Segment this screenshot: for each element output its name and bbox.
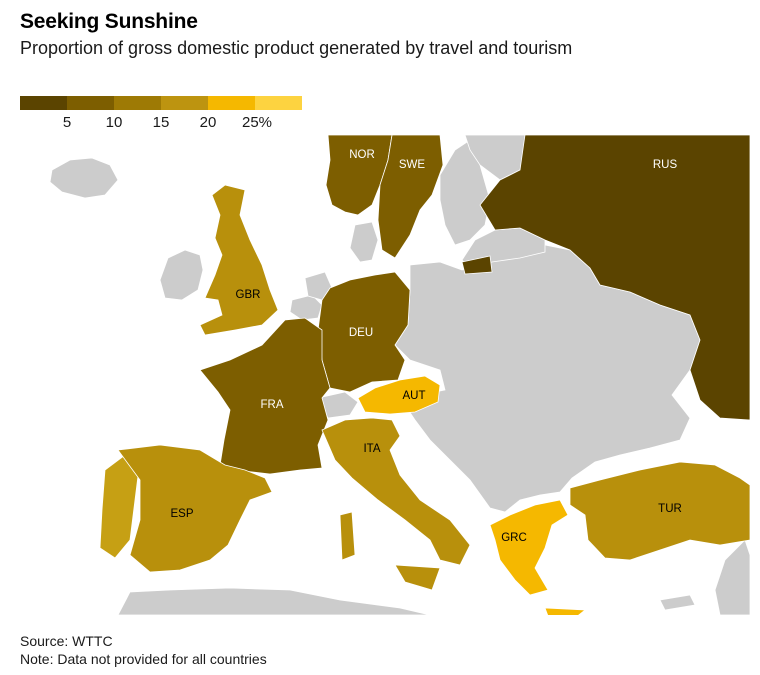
color-legend: 5 10 15 20 25%: [20, 96, 310, 136]
country-label-nor: NOR: [349, 149, 375, 161]
legend-swatch: [161, 96, 208, 110]
country-label-tur: TUR: [658, 503, 682, 515]
legend-label: 5: [62, 114, 72, 131]
country-label-grc: GRC: [501, 532, 527, 544]
chart-subtitle: Proportion of gross domestic product gen…: [20, 38, 573, 58]
country-label-swe: SWE: [399, 159, 426, 171]
country-label-gbr: GBR: [236, 289, 261, 301]
legend-swatch: [20, 96, 67, 110]
legend-swatch: [208, 96, 255, 110]
legend-swatch: [114, 96, 161, 110]
country-label-esp: ESP: [170, 508, 193, 520]
legend-label: 25%: [241, 114, 273, 131]
country-label-fra: FRA: [261, 399, 284, 411]
country-denmark: [349, 221, 379, 263]
country-ita: [321, 417, 471, 591]
country-fra: [199, 317, 331, 475]
country-aut: [357, 375, 441, 415]
source-note: Source: WTTC: [20, 633, 113, 649]
legend-swatch: [67, 96, 114, 110]
country-ireland: [159, 249, 204, 301]
legend-swatch: [255, 96, 302, 110]
country-tur: [569, 461, 751, 561]
no-data-countries: [49, 135, 751, 615]
country-iceland: [49, 157, 119, 199]
country-rus: [461, 135, 751, 421]
legend-label: 15: [152, 114, 170, 131]
country-cyprus: [659, 594, 696, 611]
country-labels: RUS NOR SWE DEU FRA GBR ITA ESP TUR AUT GRC: [170, 149, 681, 544]
legend-bar: [20, 96, 310, 110]
country-esp: [117, 444, 273, 573]
data-countries: [117, 135, 751, 615]
country-north-africa: [117, 587, 431, 615]
data-note: Note: Data not provided for all countrie…: [20, 651, 267, 667]
country-label-rus: RUS: [653, 159, 678, 171]
map-svg: RUS NOR SWE DEU FRA GBR ITA ESP TUR AUT GRC: [49, 135, 751, 615]
country-gbr: [199, 184, 279, 336]
legend-label: 20: [199, 114, 217, 131]
country-label-ita: ITA: [363, 443, 380, 455]
europe-map: RUS NOR SWE DEU FRA GBR ITA ESP TUR AUT GRC: [0, 135, 760, 615]
country-label-aut: AUT: [403, 390, 426, 402]
legend-label: 10: [105, 114, 123, 131]
country-label-deu: DEU: [349, 327, 373, 339]
country-grc: [489, 499, 587, 615]
country-middle-east: [714, 539, 751, 615]
chart-title: Seeking Sunshine: [20, 10, 198, 33]
country-finland: [439, 139, 491, 246]
country-swe: [377, 135, 444, 259]
